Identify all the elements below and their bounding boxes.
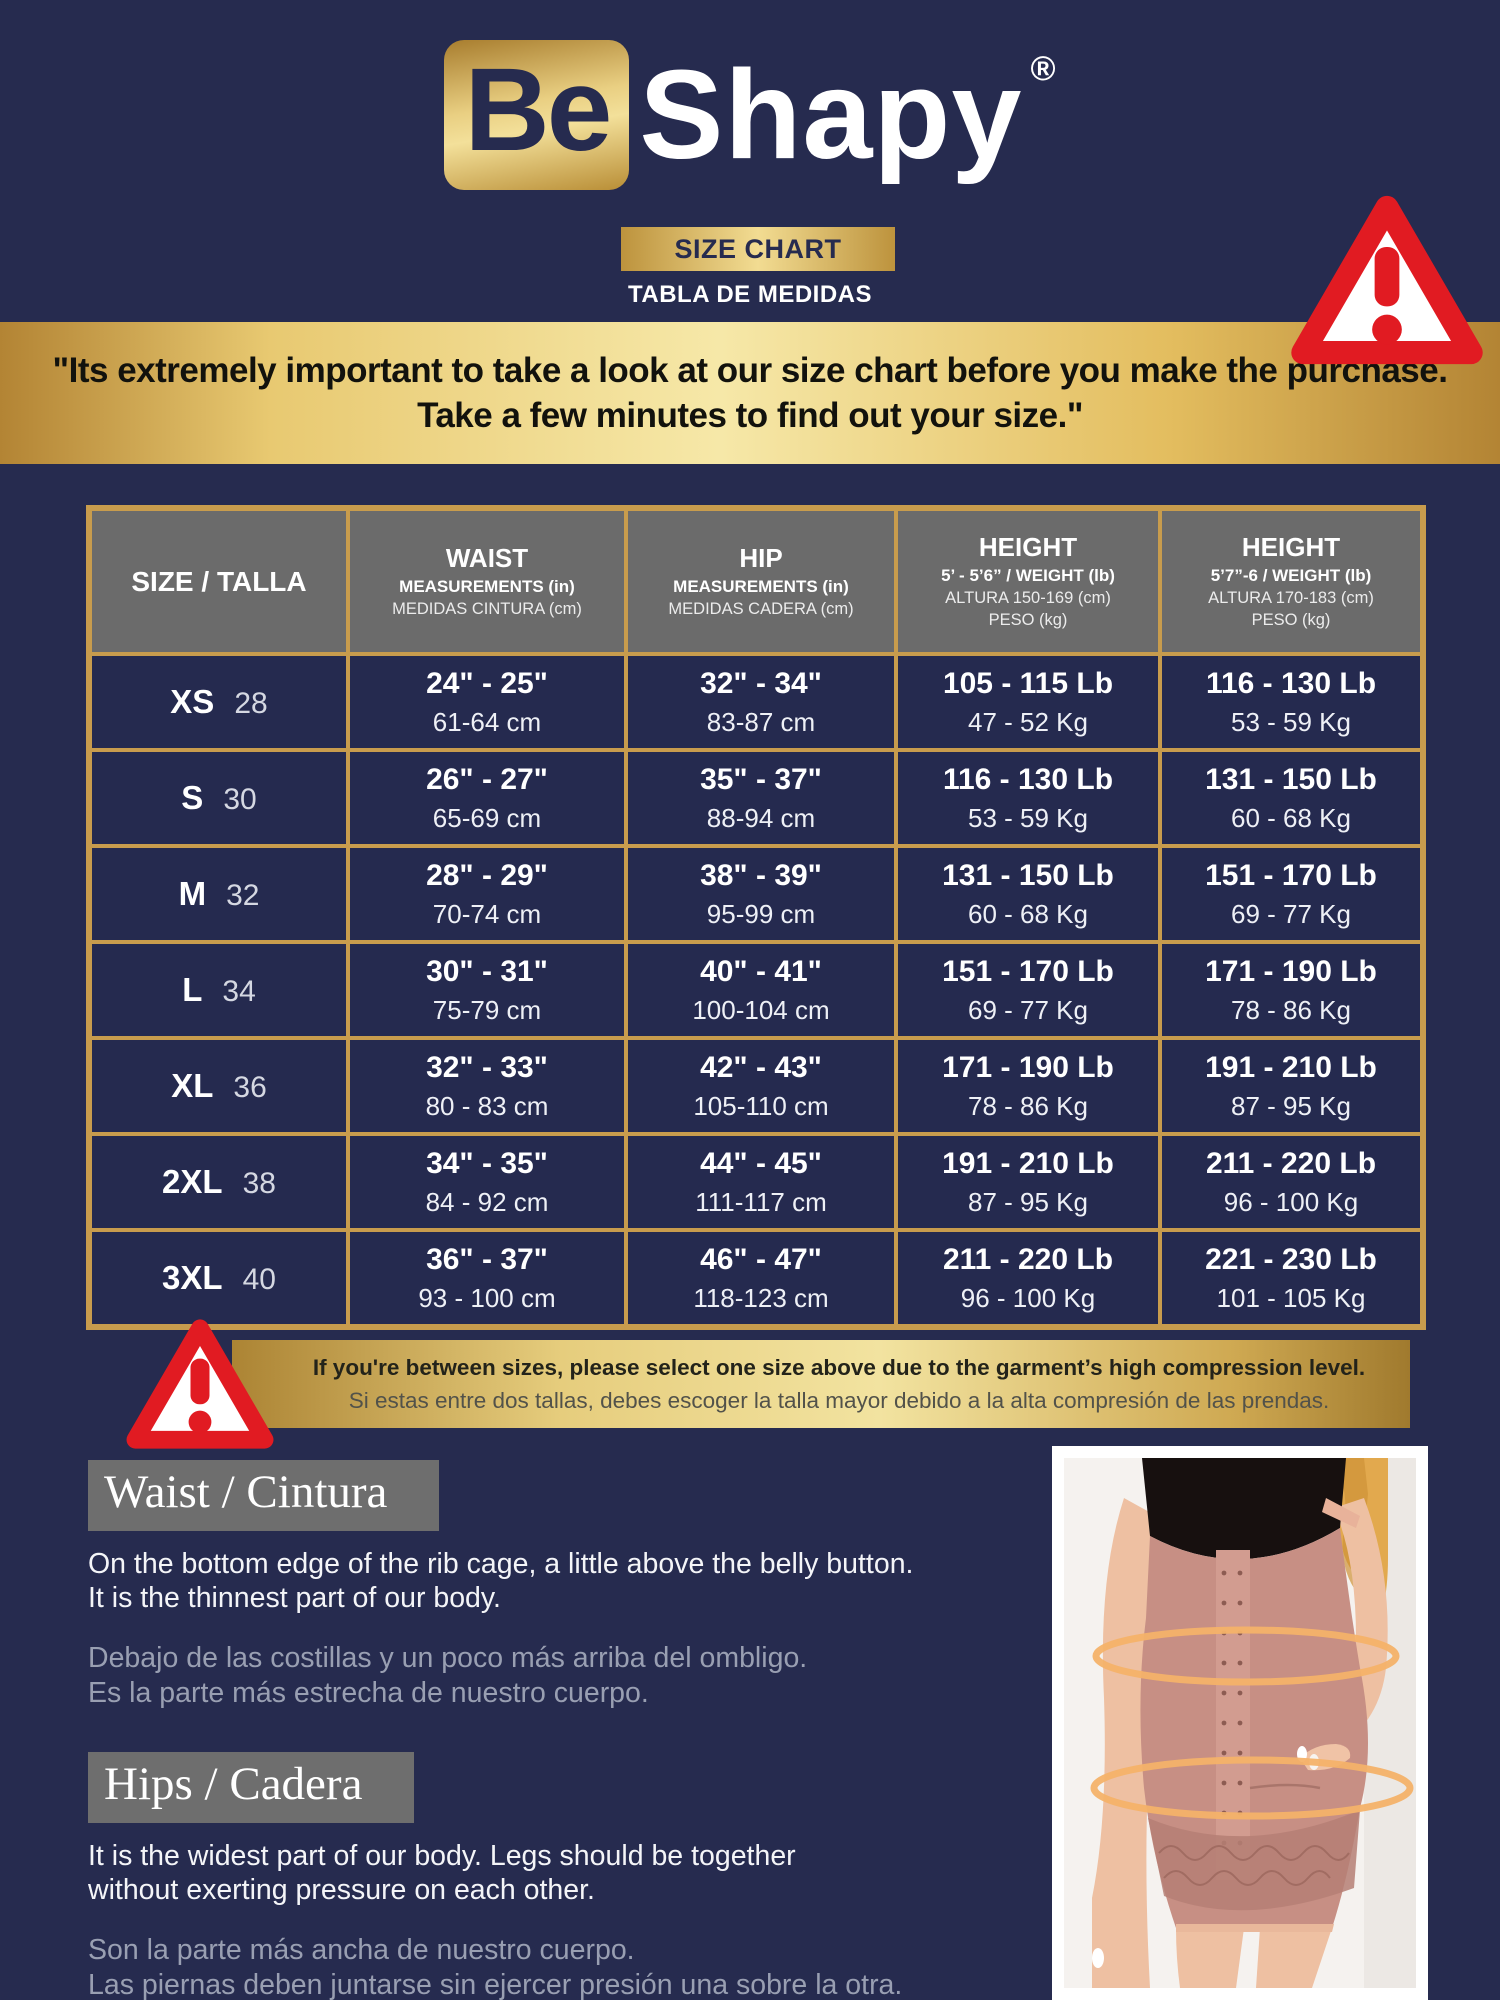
size-number: 40 (242, 1263, 276, 1296)
logo-be-box: Be (444, 40, 630, 190)
registered-trademark-icon: ® (1030, 50, 1056, 88)
hips-text-en: It is the widest part of our body. Legs … (88, 1840, 796, 1907)
header-hip: HIP MEASUREMENTS (in) MEDIDAS CADERA (cm… (624, 506, 898, 656)
waist-text-en: On the bottom edge of the rib cage, a li… (88, 1548, 914, 1615)
size-number: 36 (233, 1071, 267, 1104)
size-label: 3XL (162, 1259, 223, 1296)
warning-triangle-icon (124, 1316, 276, 1452)
size-chart-subtitle: TABLA DE MEDIDAS (628, 281, 872, 308)
size-label: S (181, 779, 204, 816)
quote-line1: "Its extremely important to take a look … (52, 350, 1448, 390)
quote-line2: Take a few minutes to find out your size… (417, 396, 1083, 435)
table-row-l: L 34 30" - 31" 75-79 cm 40" - 41" 100-104 c… (87, 940, 1425, 1040)
waist-text-es: Debajo de las costillas y un poco más ar… (88, 1642, 808, 1709)
size-number: 28 (234, 687, 268, 720)
size-chart-label: SIZE CHART (674, 233, 842, 264)
hips-text-es: Son la parte más ancha de nuestro cuerpo… (88, 1934, 903, 2000)
brand-logo: Be Shapy ® (0, 40, 1500, 190)
table-row-s: S 30 26" - 27" 65-69 cm 35" - 37" 88-94 cm … (87, 748, 1425, 848)
logo-shapy-text: Shapy (639, 43, 1023, 185)
note-line-es: Si estas entre dos tallas, debes escoger… (348, 1387, 1330, 1413)
table-row-m: M 32 28" - 29" 70-74 cm 38" - 39" 95-99 cm … (87, 844, 1425, 944)
warning-triangle-icon (1288, 192, 1486, 368)
hips-section: Hips / Cadera It is the widest part of o… (88, 1752, 988, 2000)
waist-section: Waist / Cintura On the bottom edge of th… (88, 1460, 988, 1710)
logo-be-text: Be (464, 44, 612, 176)
size-number: 38 (242, 1167, 276, 1200)
table-row-3xl: 3XL 40 36" - 37" 93 - 100 cm 46" - 47" 118-… (87, 1228, 1425, 1329)
note-line-en: If you're between sizes, please select o… (312, 1354, 1366, 1380)
size-label: L (182, 971, 203, 1008)
hips-heading: Hips / Cadera (88, 1752, 415, 1824)
size-label: M (178, 875, 207, 912)
table-row-xs: XS 28 24" - 25" 61-64 cm 32" - 34" 83-87 cm… (87, 652, 1425, 752)
size-label: 2XL (162, 1163, 223, 1200)
header-height-weight-2: HEIGHT 5’7”-6 / WEIGHT (lb) ALTURA 170-1… (1158, 506, 1425, 656)
size-number: 34 (222, 975, 256, 1008)
table-row-xl: XL 36 32" - 33" 80 - 83 cm 42" - 43" 105-11… (87, 1036, 1425, 1136)
shapewear-photo (1052, 1446, 1428, 2000)
between-sizes-note: If you're between sizes, please select o… (126, 1319, 1410, 1449)
size-label: XL (171, 1067, 214, 1104)
importance-quote-banner: "Its extremely important to take a look … (0, 322, 1500, 464)
header-waist: WAIST MEASUREMENTS (in) MEDIDAS CINTURA … (346, 506, 628, 656)
size-table: SIZE / TALLA WAIST MEASUREMENTS (in) MED… (86, 505, 1426, 1330)
size-label: XS (170, 683, 215, 720)
table-header-row: SIZE / TALLA WAIST MEASUREMENTS (in) MED… (87, 506, 1425, 656)
header-size: SIZE / TALLA (87, 506, 350, 656)
size-chart-banner: SIZE CHART (621, 227, 895, 271)
table-row-2xl: 2XL 38 34" - 35" 84 - 92 cm 44" - 45" 111-1… (87, 1132, 1425, 1232)
size-number: 30 (223, 783, 257, 816)
header-height-weight-1: HEIGHT 5’ - 5’6” / WEIGHT (lb) ALTURA 15… (894, 506, 1162, 656)
size-number: 32 (226, 879, 260, 912)
waist-heading: Waist / Cintura (88, 1460, 440, 1532)
